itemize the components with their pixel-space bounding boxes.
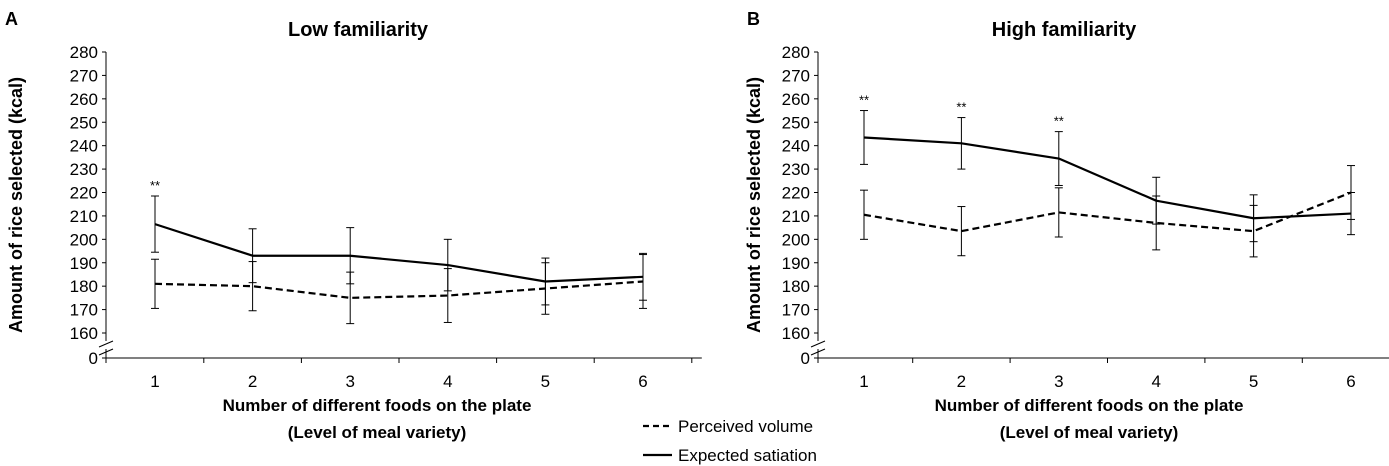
x-axis-label: Number of different foods on the plate [935, 396, 1244, 415]
y-axis-label: Amount of rice selected (kcal) [744, 77, 764, 333]
y-tick-label: 250 [782, 113, 810, 132]
series-line-perceived-volume [154, 280, 644, 299]
x-tick-label: 1 [859, 372, 868, 391]
panel-b: B High familiarity 0 160 170 180 190 200 210 220 2… [744, 9, 1389, 442]
y-tick-label: 230 [70, 160, 98, 179]
y-tick-label: 160 [70, 324, 98, 343]
y-axis-label: Amount of rice selected (kcal) [6, 77, 26, 333]
y-tick-label: 170 [782, 301, 810, 320]
panel-a: A Low familiarity016017018019020021022023… [5, 9, 702, 442]
y-tick-label: 270 [70, 66, 98, 85]
y-tick-label: 230 [782, 160, 810, 179]
y-tick-label: 190 [70, 254, 98, 273]
x-tick-label: 3 [345, 372, 354, 391]
y-tick-label: 210 [70, 207, 98, 226]
x-tick-label: 5 [541, 372, 550, 391]
y-tick-label: 240 [70, 137, 98, 156]
y-tick-label: 0 [89, 349, 98, 368]
x-tick-label: 4 [1151, 372, 1160, 391]
chart-title: Low familiarity [288, 19, 429, 41]
x-tick-label: 6 [638, 372, 647, 391]
series-line-expected-satiation [154, 223, 644, 283]
x-axis-label: Number of different foods on the plate [223, 396, 532, 415]
x-tick-label: 3 [1054, 372, 1063, 391]
y-tick-label: 260 [782, 90, 810, 109]
y-tick-label: 160 [782, 324, 810, 343]
axis-break-mark [98, 348, 114, 356]
significance-marker: ** [150, 178, 160, 193]
x-axis-label-secondary: (Level of meal variety) [1000, 423, 1179, 442]
y-tick-label: 220 [70, 184, 98, 203]
x-tick-label: 1 [150, 372, 159, 391]
y-tick-label: 270 [782, 66, 810, 85]
significance-marker: ** [859, 93, 869, 108]
y-tick-label: 260 [70, 90, 98, 109]
axis-break-mark [98, 340, 114, 348]
x-axis-label-secondary: (Level of meal variety) [288, 423, 467, 442]
y-tick-label: 280 [70, 43, 98, 62]
y-tick-label: 180 [782, 277, 810, 296]
x-tick-label: 2 [248, 372, 257, 391]
y-tick-label: 200 [70, 230, 98, 249]
significance-marker: ** [956, 100, 966, 115]
y-tick-label: 200 [782, 230, 810, 249]
series-line-perceived-volume [863, 191, 1352, 233]
x-tick-label: 2 [957, 372, 966, 391]
y-tick-label: 210 [782, 207, 810, 226]
axis-break-mark [810, 348, 826, 356]
legend: Perceived volume Expected satiation [643, 417, 817, 465]
x-tick-label: 4 [443, 372, 452, 391]
y-tick-label: 250 [70, 113, 98, 132]
panel-letter: A [5, 9, 18, 29]
y-tick-label: 170 [70, 301, 98, 320]
series-line-expected-satiation [863, 136, 1352, 220]
x-tick-label: 6 [1346, 372, 1355, 391]
y-tick-label: 190 [782, 254, 810, 273]
legend-label-perceived-volume: Perceived volume [678, 417, 813, 436]
axis-break-mark [810, 340, 826, 348]
y-tick-label: 180 [70, 277, 98, 296]
x-tick-label: 5 [1249, 372, 1258, 391]
significance-marker: ** [1054, 114, 1064, 129]
y-tick-label: 220 [782, 184, 810, 203]
y-tick-label: 0 [801, 349, 810, 368]
chart-title: High familiarity [992, 19, 1137, 41]
y-tick-label: 280 [782, 43, 810, 62]
panel-letter: B [747, 9, 760, 29]
legend-label-expected-satiation: Expected satiation [678, 446, 817, 465]
y-tick-label: 240 [782, 137, 810, 156]
